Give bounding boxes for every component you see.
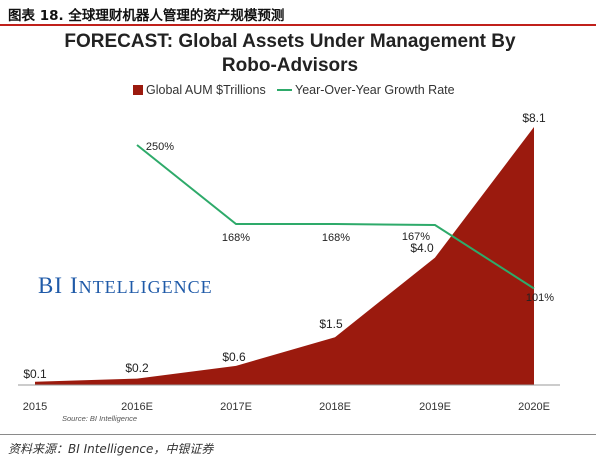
chart-source: Source: BI Intelligence xyxy=(62,414,137,423)
aum-area-layer xyxy=(35,127,534,385)
growth-label-2017e: 168% xyxy=(222,232,250,244)
value-labels: $0.1 $0.2 $0.6 $1.5 $4.0 $8.1 250% 168% 168% 167%… xyxy=(23,111,554,381)
aum-label-2015: $0.1 xyxy=(23,367,47,381)
watermark-rest-smallcaps: NTELLIGENCE xyxy=(79,277,213,297)
chart-title-line2: Robo-Advisors xyxy=(222,55,358,76)
growth-label-2019e: 167% xyxy=(402,231,430,243)
x-tick-2020e: 2020E xyxy=(518,401,550,413)
watermark-rest-initial: I xyxy=(70,273,79,298)
x-axis: 2015 2016E 2017E 2018E 2019E 2020E xyxy=(18,384,560,413)
x-tick-2017e: 2017E xyxy=(220,401,252,413)
watermark: BI INTELLIGENCE xyxy=(38,273,213,298)
growth-label-2020e: 101% xyxy=(526,292,554,304)
source-line: 资料来源：BI Intelligence，中银证券 xyxy=(8,442,214,456)
top-rule xyxy=(0,24,596,26)
aum-label-2016e: $0.2 xyxy=(125,361,149,375)
aum-area xyxy=(35,127,534,385)
x-tick-2015: 2015 xyxy=(23,401,47,413)
growth-line-layer xyxy=(136,144,535,290)
chart-title-line1: FORECAST: Global Assets Under Management… xyxy=(64,31,516,52)
x-tick-2019e: 2019E xyxy=(419,401,451,413)
watermark-first: BI xyxy=(38,273,63,298)
legend-label-aum: Global AUM $Trillions xyxy=(146,83,266,97)
aum-label-2018e: $1.5 xyxy=(319,317,343,331)
legend-label-growth: Year-Over-Year Growth Rate xyxy=(295,83,455,97)
aum-label-2019e: $4.0 xyxy=(410,241,434,255)
aum-label-2020e: $8.1 xyxy=(522,111,546,125)
legend: Global AUM $Trillions Year-Over-Year Gro… xyxy=(133,83,455,97)
growth-label-2018e: 168% xyxy=(322,232,350,244)
legend-swatch-aum xyxy=(133,85,143,95)
growth-label-2016e: 250% xyxy=(146,141,174,153)
bottom-rule xyxy=(0,434,596,435)
aum-label-2017e: $0.6 xyxy=(222,350,246,364)
growth-rate-line xyxy=(136,144,535,290)
x-tick-2016e: 2016E xyxy=(121,401,153,413)
watermark-text: BI INTELLIGENCE xyxy=(38,273,213,298)
x-tick-2018e: 2018E xyxy=(319,401,351,413)
figure-title: 图表 18. 全球理财机器人管理的资产规模预测 xyxy=(8,8,285,24)
